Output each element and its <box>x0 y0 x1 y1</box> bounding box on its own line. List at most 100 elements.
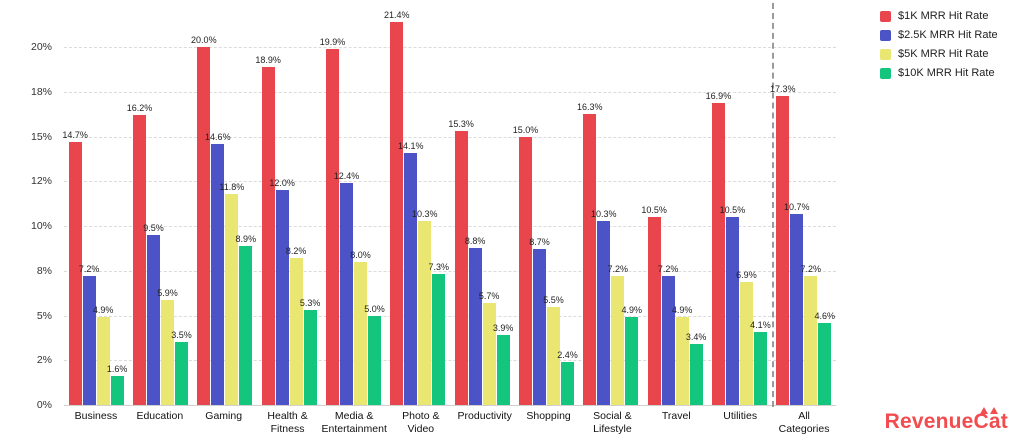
legend-item: $2.5K MRR Hit Rate <box>880 29 998 41</box>
bar <box>532 249 546 405</box>
bar-value-label: 5.3% <box>299 298 321 309</box>
x-category-label: All Categories <box>778 410 830 435</box>
bar-value-label: 5.7% <box>478 291 500 302</box>
y-tick-label: 0% <box>36 399 52 411</box>
bar-slot: 5.3% <box>300 298 320 405</box>
cat-ear-icon <box>980 407 988 414</box>
bar-slot: 7.2% <box>608 264 628 405</box>
bar-slot: 7.2% <box>801 264 821 405</box>
bar-slot: 15.3% <box>448 119 474 405</box>
bar-slot: 5.9% <box>157 288 178 405</box>
bar <box>303 310 317 405</box>
bar-slot: 9.5% <box>143 223 164 405</box>
bar-value-label: 4.1% <box>750 319 771 330</box>
bar-group: 16.2% 9.5% 5.9% 3.5% <box>127 8 192 405</box>
bar-group: 16.9% 10.5% 6.9% 4.1% <box>706 8 771 405</box>
bar-slot: 8.9% <box>236 234 256 405</box>
bar-slot: 16.9% <box>706 91 731 405</box>
bar-value-label: 4.9% <box>92 305 114 316</box>
gridline <box>64 136 836 138</box>
bar-slot: 14.1% <box>398 141 424 405</box>
bar-value-label: 7.2% <box>78 264 100 275</box>
gridline <box>64 226 836 228</box>
bar <box>546 306 560 405</box>
bar-group: 10.5% 7.2% 4.9% 3.4% <box>641 8 707 405</box>
bar <box>432 274 446 405</box>
bar <box>454 131 468 405</box>
bar-value-label: 20.0% <box>191 35 217 46</box>
bar <box>82 276 96 405</box>
gridline <box>64 92 836 94</box>
bar-value-label: 19.9% <box>319 37 346 48</box>
bar-value-label: 3.9% <box>492 323 514 334</box>
bar <box>239 245 253 405</box>
bar <box>597 220 611 405</box>
bar-value-label: 7.2% <box>607 264 629 275</box>
bar-value-label: 5.0% <box>364 303 385 314</box>
bar-slot: 3.5% <box>171 330 192 405</box>
x-category-label: Photo & Video <box>402 410 440 435</box>
bar-value-label: 16.3% <box>577 101 603 112</box>
bar-slot: 10.5% <box>720 205 745 405</box>
bar <box>261 67 275 405</box>
bar <box>739 281 753 405</box>
bar-value-label: 15.0% <box>512 124 539 135</box>
gridline <box>64 315 836 317</box>
legend-swatch <box>880 10 891 22</box>
y-tick-label: 15% <box>30 130 52 143</box>
bar-slot: 10.3% <box>591 209 617 405</box>
bar-slot: 21.4% <box>384 10 410 405</box>
bar-slot: 19.9% <box>320 37 345 405</box>
legend-label: $1K MRR Hit Rate <box>898 10 989 22</box>
gridline <box>64 405 836 406</box>
x-category-label: Business <box>74 410 118 422</box>
bar-slot: 12.4% <box>334 171 359 405</box>
bar <box>689 344 703 405</box>
bar-value-label: 1.6% <box>106 364 128 375</box>
bar-slot: 5.0% <box>364 304 385 405</box>
x-axis-labels: Business Education Gaming Health & Fitness M… <box>64 410 836 435</box>
bar <box>353 261 367 405</box>
bar-slot: 18.9% <box>255 55 281 405</box>
gridline <box>64 360 836 362</box>
bar <box>132 115 146 405</box>
y-tick-label: 8% <box>36 264 52 277</box>
bar <box>661 276 675 405</box>
bar-slot: 1.6% <box>107 364 127 405</box>
x-category-label: Shopping <box>526 410 571 422</box>
bar <box>560 362 574 405</box>
bar-slot: 3.9% <box>493 323 513 405</box>
bar-slot: 8.0% <box>350 250 371 405</box>
bar-group: 15.0% 8.7% 5.5% 2.4% <box>512 8 578 405</box>
bar-group: 20.0% 14.6% 11.8% 8.9% <box>191 8 257 405</box>
bar <box>518 136 532 405</box>
bar-slot: 17.3% <box>770 84 796 405</box>
x-category-label: Social & Lifestyle <box>593 410 632 435</box>
legend-label: $10K MRR Hit Rate <box>898 67 995 79</box>
bar-group: 18.9% 12.0% 8.2% 5.3% <box>255 8 321 405</box>
bar-value-label: 6.9% <box>736 269 757 280</box>
bar-slot: 12.0% <box>269 178 295 405</box>
bar <box>197 47 211 405</box>
bar <box>367 315 381 405</box>
bar <box>96 317 110 405</box>
revenuecat-logo: RevenueCat <box>885 407 1008 434</box>
bar <box>753 331 767 405</box>
bar-value-label: 3.5% <box>171 330 192 341</box>
bar <box>110 376 124 405</box>
bar-slot: 14.7% <box>62 130 88 405</box>
bar-value-label: 10.3% <box>591 208 617 219</box>
legend-item: $1K MRR Hit Rate <box>880 10 998 22</box>
legend-label: $5K MRR Hit Rate <box>898 48 989 60</box>
bar-value-label: 3.4% <box>685 332 707 343</box>
y-tick-label: 2% <box>36 354 52 367</box>
bar <box>404 152 418 405</box>
bar-slot: 14.6% <box>205 132 231 405</box>
x-category-label: Productivity <box>457 410 512 422</box>
legend-label: $2.5K MRR Hit Rate <box>898 29 998 41</box>
y-tick-label: 5% <box>36 309 52 322</box>
bar <box>496 335 510 405</box>
x-category-label: Health & Fitness <box>267 410 308 435</box>
bar-slot: 4.6% <box>815 311 835 405</box>
